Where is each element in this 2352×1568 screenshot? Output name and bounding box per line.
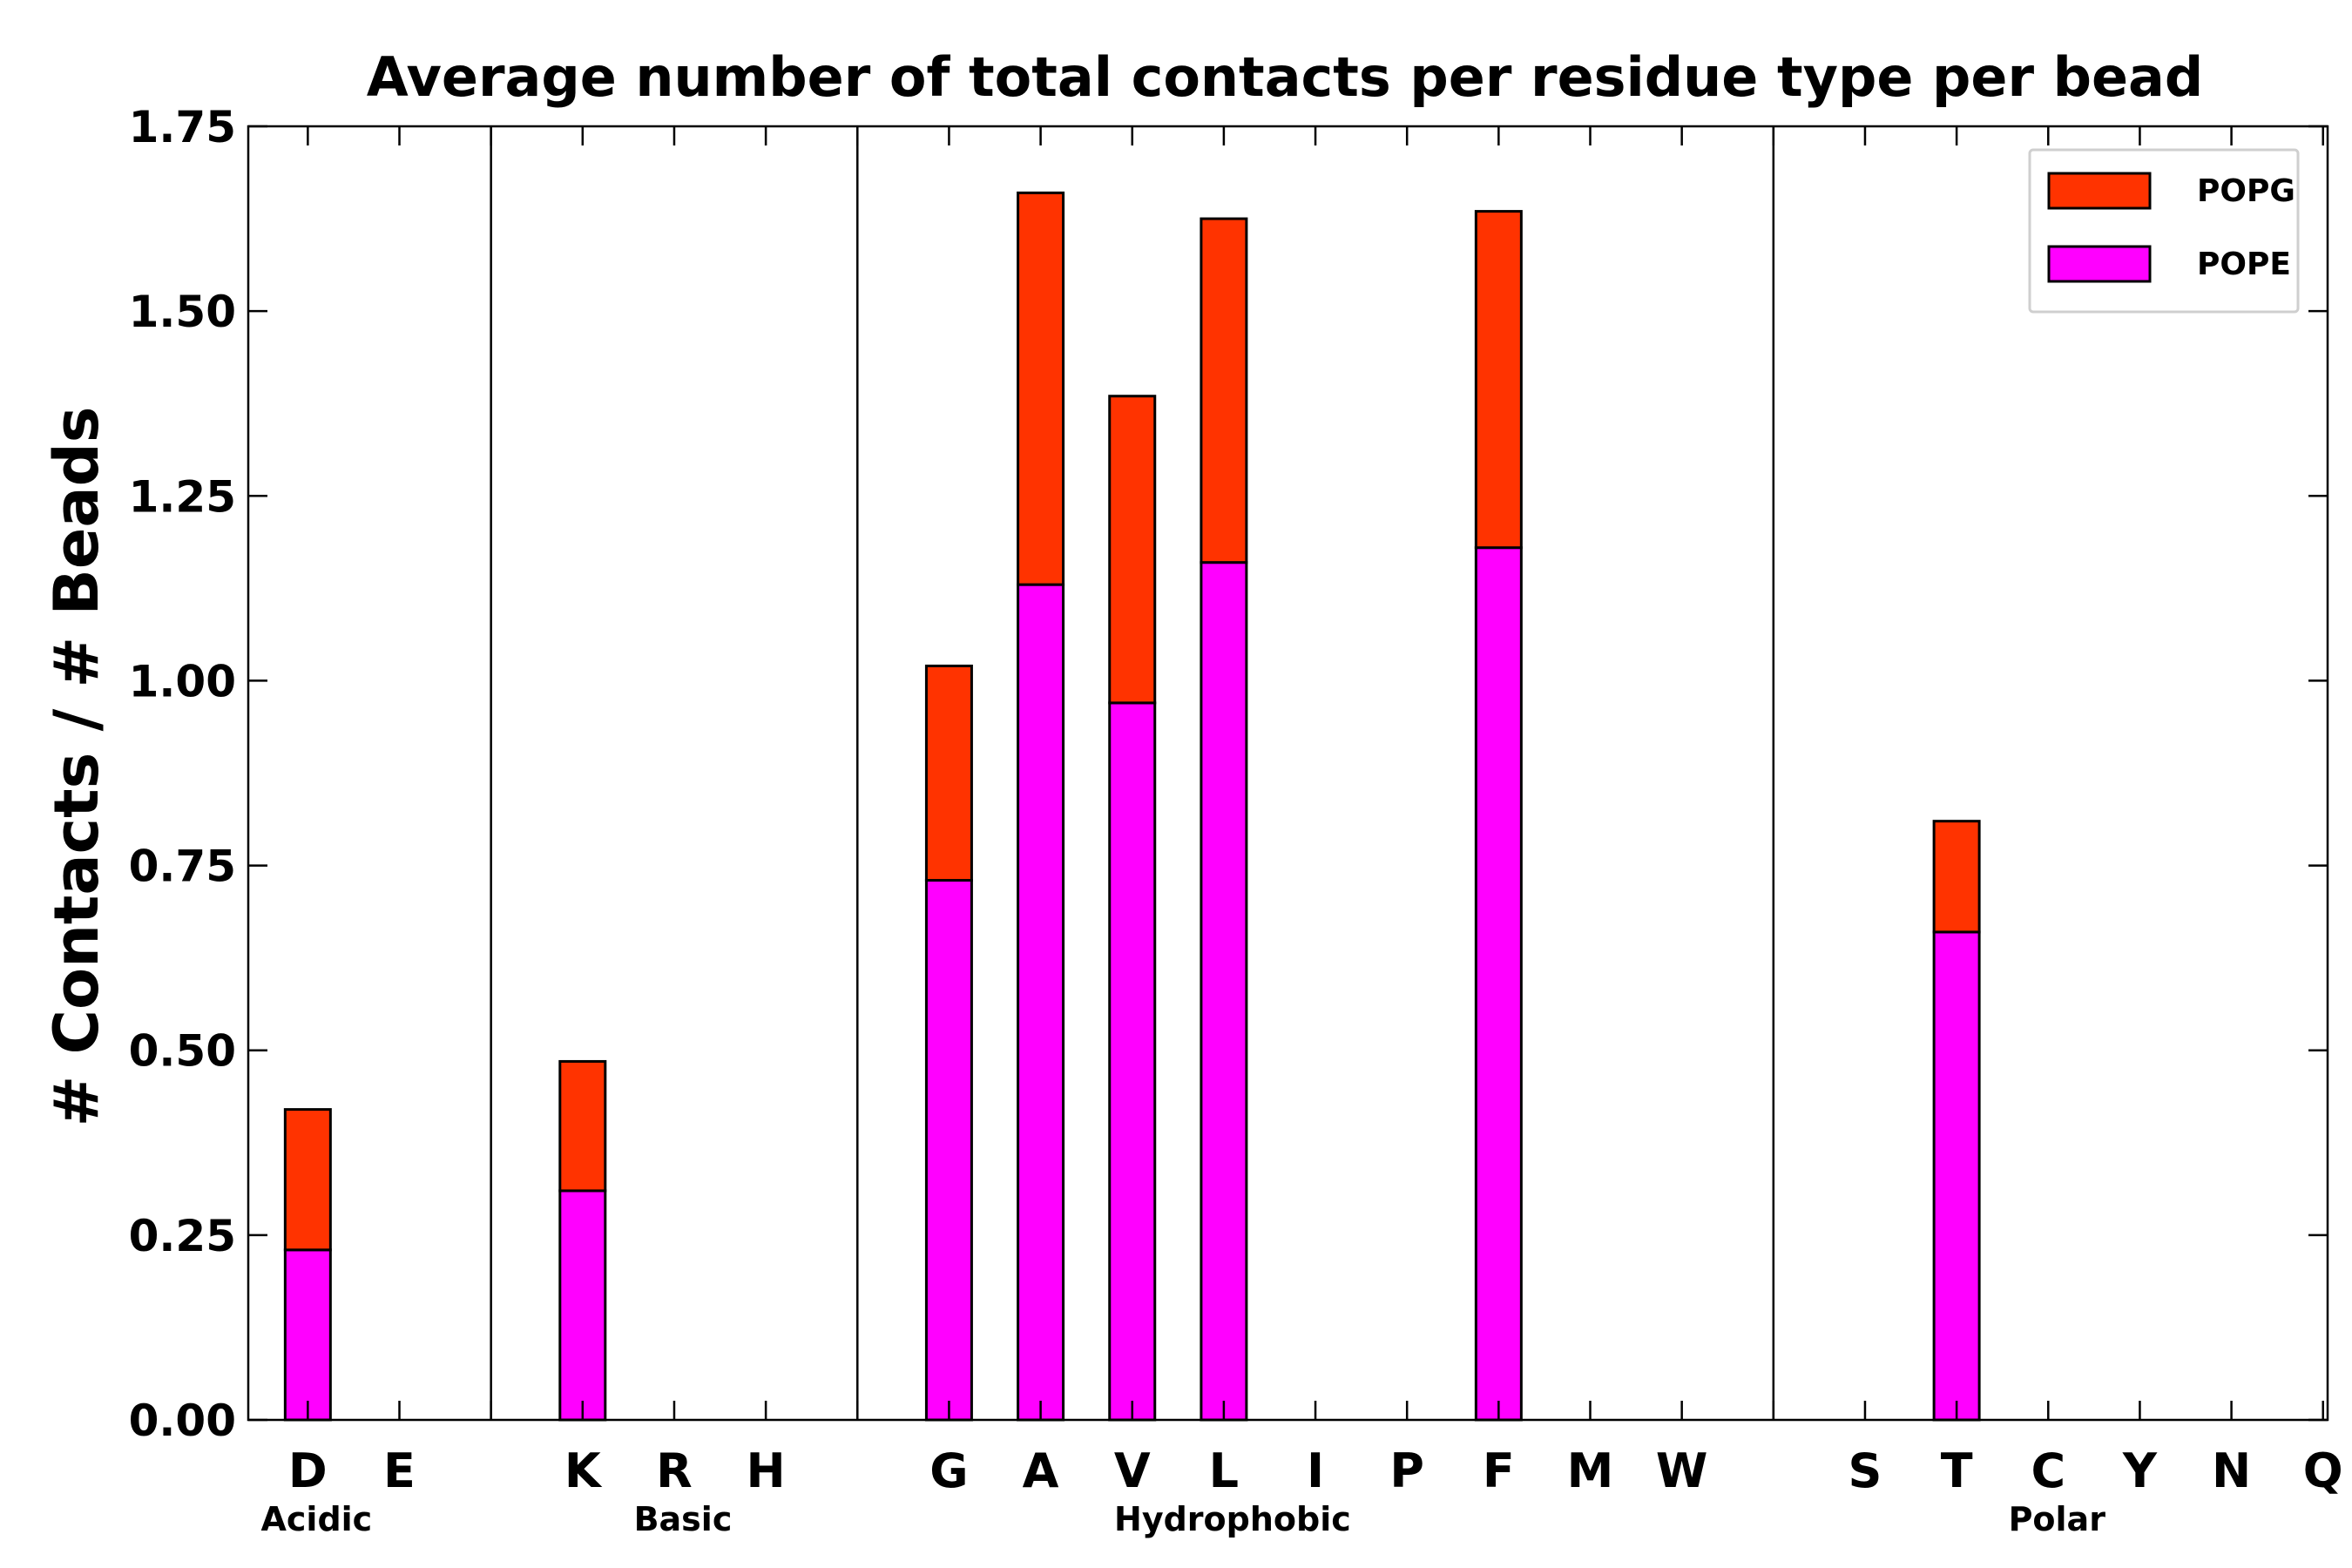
bar-pope-a [1017,583,1065,1422]
axis-ticks [248,125,2328,1422]
bar-pope-v [1108,701,1157,1422]
bar-pope-f [1474,546,1523,1422]
ytick-label: 1.25 [129,471,236,522]
xtick-label-r: R [656,1443,693,1498]
bar-popg-l [1200,217,1248,564]
y-axis-label: # Contacts / # Beads [41,407,112,1127]
xtick-label-y: Y [2122,1443,2158,1498]
bar-pope-t [1932,930,1981,1422]
xtick-label-f: F [1483,1443,1515,1498]
xtick-label-p: P [1389,1443,1424,1498]
legend-swatch-popg [2047,172,2152,210]
xtick-label-a: A [1023,1443,1059,1498]
bar-popg-f [1474,210,1523,550]
legend-label-popg: POPG [2197,173,2295,209]
xtick-label-l: L [1209,1443,1239,1498]
xtick-label-m: M [1567,1443,1614,1498]
ytick-label: 0.25 [129,1211,236,1261]
ytick-label: 0.00 [129,1396,236,1446]
xtick-label-e: E [383,1443,416,1498]
group-label-hydrophobic: Hydrophobic [1114,1500,1351,1538]
xtick-label-t: T [1941,1443,1973,1498]
bar-popg-d [283,1108,332,1252]
xtick-label-g: G [929,1443,968,1498]
xtick-label-w: W [1656,1443,1708,1498]
legend: POPG POPE [2028,148,2300,314]
ytick-label: 1.50 [129,287,236,337]
group-separators [490,126,1775,1420]
ytick-label: 0.50 [129,1026,236,1077]
bar-popg-v [1108,395,1157,705]
bar-popg-t [1932,820,1981,934]
bar-popg-g [924,664,973,882]
bar-pope-d [283,1248,332,1422]
bar-pope-k [558,1189,607,1422]
bar-popg-a [1017,191,1065,586]
group-label-acidic: Acidic [260,1500,372,1538]
xtick-label-d: D [288,1443,328,1498]
group-label-basic: Basic [634,1500,733,1538]
xtick-label-c: C [2031,1443,2065,1498]
bar-pope-l [1200,561,1248,1422]
chart-title: Average number of total contacts per res… [367,45,2204,109]
xtick-label-n: N [2212,1443,2251,1498]
ytick-label: 1.75 [129,102,236,152]
plot-frame [247,125,2329,1422]
bar-popg-k [558,1059,607,1193]
xtick-label-k: K [564,1443,603,1498]
bar-pope-g [924,879,973,1422]
xtick-label-s: S [1848,1443,1882,1498]
group-label-polar: Polar [2009,1500,2106,1538]
xtick-label-q: Q [2303,1443,2343,1498]
legend-swatch-pope [2047,245,2152,283]
tick-labels: 0.00 0.25 0.50 0.75 1.00 1.25 1.50 1.75 D E K R H G A V… [129,102,2343,1538]
xtick-label-h: H [747,1443,786,1498]
xtick-label-v: V [1114,1443,1151,1498]
ytick-label: 0.75 [129,841,236,892]
bars [283,191,1981,1422]
xtick-label-i: I [1307,1443,1324,1498]
legend-label-pope: POPE [2197,247,2291,282]
ytick-label: 1.00 [129,656,236,706]
